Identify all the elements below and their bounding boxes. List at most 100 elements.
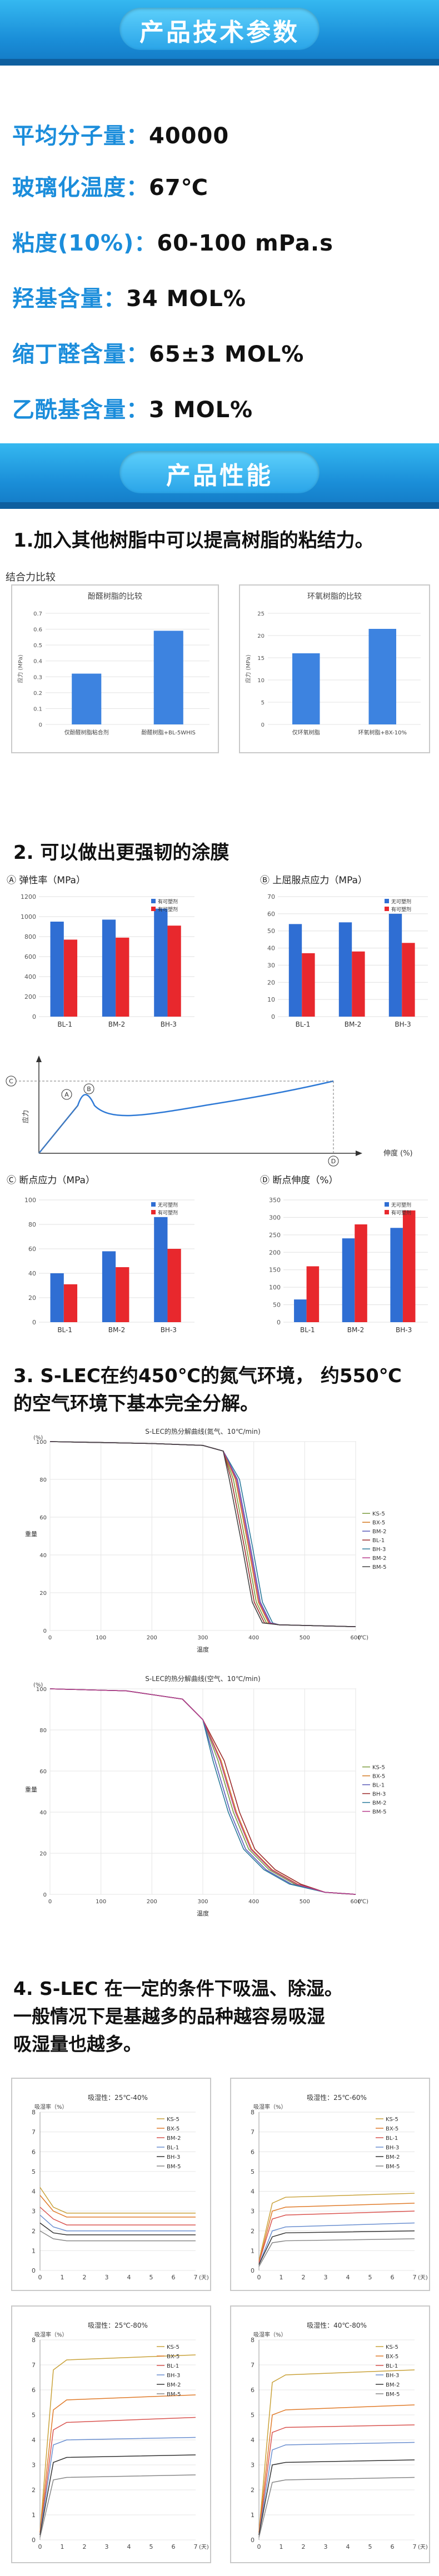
category-label: 仅环氧树脂	[292, 729, 320, 736]
tick-label: 600	[350, 1635, 361, 1641]
tick-label: 5	[368, 2543, 372, 2550]
bar	[167, 1249, 181, 1322]
humidity-curve	[39, 2454, 196, 2535]
tick-label: 400	[248, 1899, 259, 1905]
bar	[102, 919, 116, 1017]
marker-label: A	[64, 1091, 69, 1098]
tick-label: 2	[302, 2274, 306, 2281]
tick-label: 100	[36, 1687, 47, 1693]
tick-label: 40	[267, 945, 275, 952]
epoxy-bar-chart: 环氧树脂的比较 0 5 10 15 20 25 应力 (MPa) 仅环氧树脂 环氧树脂+BX-10…	[245, 592, 421, 736]
legend-label: BL-1	[386, 2363, 398, 2369]
legend-swatch	[151, 907, 156, 911]
category-label: BM-2	[108, 1021, 126, 1028]
bar	[390, 1228, 403, 1322]
tick-label: 400	[248, 1635, 259, 1641]
marker-label: C	[9, 1078, 13, 1085]
legend-label: BM-2	[372, 1529, 386, 1535]
humidity-curve	[258, 2203, 415, 2263]
tick-label: 200	[147, 1899, 157, 1905]
marker-label: D	[331, 1158, 336, 1165]
tick-label: 0	[39, 722, 42, 728]
param-value: 60-100 mPa.s	[157, 231, 333, 256]
marker-circle	[61, 1089, 72, 1100]
bar	[154, 908, 168, 1017]
tick-label: 0.4	[33, 659, 42, 665]
tick-label: 5	[149, 2543, 153, 2550]
tick-label: 2	[251, 2487, 255, 2494]
humidity-curve	[39, 2437, 196, 2535]
legend-label: BM-5	[372, 1564, 386, 1570]
legend-label: BL-1	[167, 2145, 179, 2151]
tick-label: 0	[261, 722, 265, 728]
param-row: 羟基含量：34 MOL%	[12, 281, 246, 313]
tick-label: 4	[127, 2274, 131, 2281]
humidity-curve	[39, 2187, 196, 2214]
section-1-heading: 1.加入其他树脂中可以提高树脂的粘结力。	[13, 529, 374, 552]
param-value: 67℃	[149, 175, 209, 201]
bar	[102, 1251, 116, 1322]
param-row: 粘度(10%)：60-100 mPa.s	[12, 225, 333, 257]
tick-label: 4	[32, 2437, 36, 2444]
humidity-curve	[39, 2354, 196, 2533]
param-value: 34 MOL%	[126, 286, 246, 312]
bar	[388, 913, 402, 1017]
humidity-curve	[39, 2207, 196, 2225]
bar	[338, 922, 352, 1017]
section-1-caption: 结合力比较	[6, 572, 56, 583]
legend-label: 无可塑剂	[158, 1202, 178, 1208]
section-4-line2: 一般情况下是基越多的品种越容易吸湿	[13, 2005, 325, 2027]
tick-label: 250	[269, 1232, 281, 1239]
tick-label: 500	[300, 1899, 310, 1905]
legend-label: BL-1	[372, 1538, 385, 1544]
bar	[154, 1217, 168, 1322]
tick-label: 8	[32, 2337, 36, 2344]
legend-label: 无可塑剂	[391, 898, 411, 905]
section-4-line3: 吸湿量也越多。	[13, 2033, 142, 2055]
param-key: 粘度(10%)：	[12, 231, 157, 256]
tick-label: 10	[267, 996, 275, 1003]
axis-label: 吸湿率（%）	[34, 2103, 68, 2110]
legend-label: BH-3	[386, 2373, 399, 2379]
chart-title: 吸湿性：40℃-80%	[307, 2321, 367, 2329]
tick-label: 100	[36, 1439, 47, 1445]
legend-label: BH-3	[167, 2154, 180, 2160]
humidity-curve	[39, 2394, 196, 2533]
legend-label: BH-3	[167, 2373, 180, 2379]
humidity-curve	[258, 2404, 415, 2533]
category-label: BL-1	[57, 1326, 72, 1334]
category-label: 环氧树脂+BX-10%	[358, 729, 407, 736]
section-3-line1: 3. S-LEC在约450℃的氮气环境， 约550℃	[13, 1365, 402, 1387]
marker-circle	[6, 1076, 17, 1087]
axis-unit: (天)	[418, 2544, 428, 2550]
bar	[288, 924, 302, 1017]
humidity-panel-3: 吸湿性：25℃-80% 吸湿率（%） 0 1 2 3 4 5 6 7 8 0 1 2 3 4 5 6 7 (天) KS-…	[11, 2305, 211, 2563]
tick-label: 0	[43, 1628, 47, 1634]
tick-label: 400	[24, 973, 36, 981]
tick-label: 0	[32, 2537, 36, 2544]
legend-label: BX-5	[167, 2126, 179, 2132]
legend-label: 无可塑剂	[391, 1202, 411, 1208]
chart-label-a: Ⓐ 弹性率（MPa）	[7, 875, 86, 886]
tick-label: 4	[32, 2188, 36, 2195]
tick-label: 3	[251, 2462, 255, 2469]
tick-label: 100	[269, 1284, 281, 1291]
tick-label: 80	[39, 1477, 47, 1483]
tick-label: 50	[273, 1302, 281, 1309]
tick-label: 0	[48, 1899, 52, 1905]
tick-label: 25	[257, 611, 265, 617]
bar	[306, 1266, 320, 1322]
legend-label: BM-2	[386, 2154, 400, 2160]
humidity-curve	[258, 2222, 415, 2265]
tick-label: 3	[324, 2274, 328, 2281]
tick-label: 20	[267, 979, 275, 986]
y-axis-arrow	[36, 1056, 42, 1062]
section-3-line2: 的空气环境下基本完全分解。	[13, 1393, 259, 1415]
axis-label: 应力	[21, 1110, 29, 1123]
tick-label: 1000	[21, 913, 36, 921]
humidity-curve	[258, 2230, 415, 2265]
